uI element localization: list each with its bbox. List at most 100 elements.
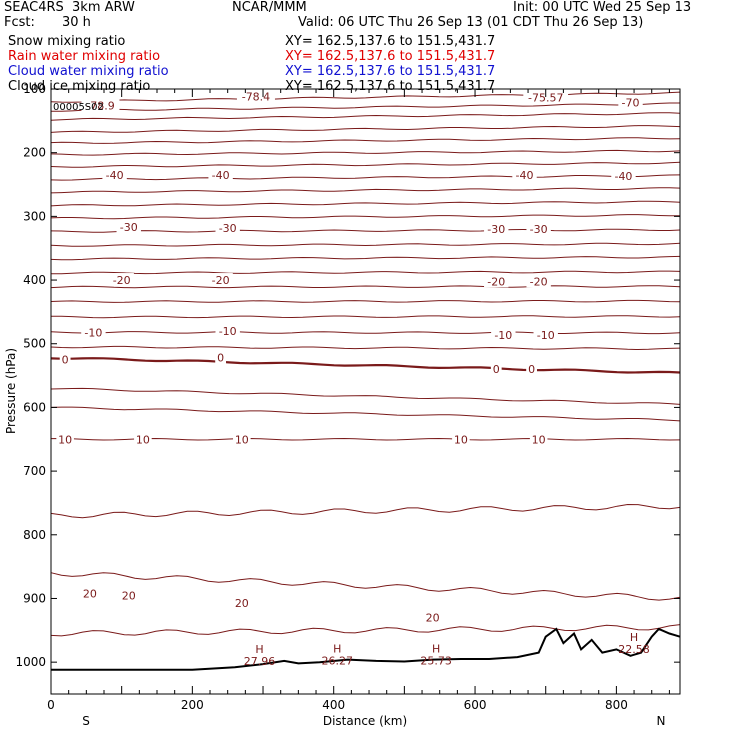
forecast-hour: 30 h: [62, 15, 91, 30]
x-tick-label: 600: [464, 698, 487, 712]
contour-label: -30: [530, 223, 548, 236]
x-tick-label: 0: [47, 698, 55, 712]
field-name-cloud-ice: Cloud ice mixing ratio: [8, 79, 151, 94]
contour-label: 10: [235, 433, 249, 446]
contour-label: -10: [494, 329, 512, 342]
terrain-line: [51, 627, 681, 671]
contour-label: -78.4: [242, 91, 270, 104]
contour-label: 20: [235, 597, 249, 610]
contour-label: 20: [426, 612, 440, 625]
org-label: NCAR/MMM: [232, 0, 307, 15]
y-axis-title: Pressure (hPa): [4, 348, 18, 434]
isotherm-line: [50, 187, 681, 194]
contour-label: 20: [122, 589, 136, 602]
direction-south: S: [82, 714, 90, 728]
contour-label-bg: [215, 220, 240, 234]
x-axis-title: Distance (km): [323, 714, 407, 728]
contour-label-bg: [134, 432, 152, 446]
isotherm-line: [50, 437, 681, 441]
y-tick-label: 300: [23, 209, 46, 223]
contour-label: -30: [219, 222, 237, 235]
contour-label: 0: [217, 352, 224, 365]
field-name-cloud-water: Cloud water mixing ratio: [8, 64, 169, 79]
plot-frame: [50, 88, 681, 695]
contour-label: -40: [516, 169, 534, 182]
contour-label-bg: [529, 432, 548, 446]
isotherm-zero: [50, 357, 681, 374]
y-tick-label: 600: [23, 400, 46, 414]
contour-label: -40: [212, 169, 230, 182]
contour-label: -75.57: [528, 91, 563, 104]
contour-label: 0: [528, 363, 535, 376]
contour-labels: -78.9 -78.4 -75.57 -70 -40 -40 -40 -40 -30 -30 -30…: [56, 89, 643, 625]
high-marker: H: [630, 631, 638, 644]
high-value: 25.73: [420, 655, 452, 668]
high-marker: H: [333, 643, 341, 656]
isotherm-line: [51, 315, 681, 319]
isotherm-contours: [50, 91, 681, 637]
isotherm-line: [50, 200, 681, 207]
contour-label: -20: [487, 275, 505, 288]
isotherm-line: [50, 255, 681, 261]
contour-label: 10: [454, 433, 468, 446]
contour-label-bg: [423, 610, 442, 624]
contour-label: -70: [622, 96, 640, 109]
high-value: 27.96: [244, 655, 276, 668]
x-tick-label: 200: [181, 698, 204, 712]
field-xy-rain: XY= 162.5,137.6 to 151.5,431.7: [285, 49, 496, 64]
contour-label-bg: [611, 169, 636, 183]
contour-label: 10: [532, 433, 546, 446]
isotherm-line: [50, 161, 681, 168]
contour-label-bg: [233, 595, 251, 609]
isotherm-line: [50, 572, 681, 601]
overlap-code: 00005S02: [53, 102, 104, 113]
contour-label: -20: [113, 274, 131, 287]
contour-label-bg: [56, 432, 74, 446]
forecast-label: Fcst:: [4, 15, 35, 30]
contour-label-bg: [233, 432, 251, 446]
isotherm-line: [50, 174, 681, 181]
high-marker: H: [432, 643, 440, 656]
contour-label-bg: [618, 95, 643, 109]
contour-label-bg: [81, 325, 106, 339]
isotherm-line: [50, 91, 681, 103]
contour-label: 10: [136, 433, 150, 446]
y-tick-label: 200: [23, 146, 46, 160]
contour-label: -40: [614, 170, 632, 183]
y-tick-label: 500: [23, 337, 46, 351]
isotherm-line: [50, 503, 681, 519]
contour-label-bg: [119, 588, 138, 602]
contour-label-bg: [208, 167, 233, 181]
y-tick-label: 400: [23, 273, 46, 287]
contour-label-bg: [236, 89, 275, 103]
isotherm-line: [50, 406, 681, 422]
contour-label: -30: [120, 221, 138, 234]
x-tick-label: 800: [605, 698, 628, 712]
contour-label-bg: [512, 167, 537, 181]
field-xy-cloud-ice: XY= 162.5,137.6 to 151.5,431.7: [285, 79, 496, 94]
direction-north: N: [657, 714, 666, 728]
contour-label-bg: [526, 274, 551, 288]
contour-label-bg: [526, 362, 537, 376]
contour-label-bg: [526, 222, 551, 236]
isotherm-line: [50, 624, 681, 637]
isotherm-line: [50, 242, 681, 247]
contour-label-bg: [59, 352, 71, 366]
high-value: 26.27: [321, 655, 353, 668]
contour-label: 20: [83, 587, 97, 600]
valid-time: Valid: 06 UTC Thu 26 Sep 13 (01 CDT Thu …: [298, 15, 644, 30]
contour-label-bg: [215, 350, 227, 364]
high-value: 22.58: [618, 643, 650, 656]
high-marker: H: [255, 643, 263, 656]
contour-label: 0: [493, 363, 500, 376]
contour-label: -30: [487, 223, 505, 236]
isotherm-line: [50, 345, 681, 351]
contour-label-bg: [491, 327, 516, 341]
field-xy-snow: XY= 162.5,137.6 to 151.5,431.7: [285, 34, 496, 49]
isotherm-line: [50, 137, 681, 144]
contour-label: -20: [530, 275, 548, 288]
terrain-profile: [51, 627, 681, 671]
